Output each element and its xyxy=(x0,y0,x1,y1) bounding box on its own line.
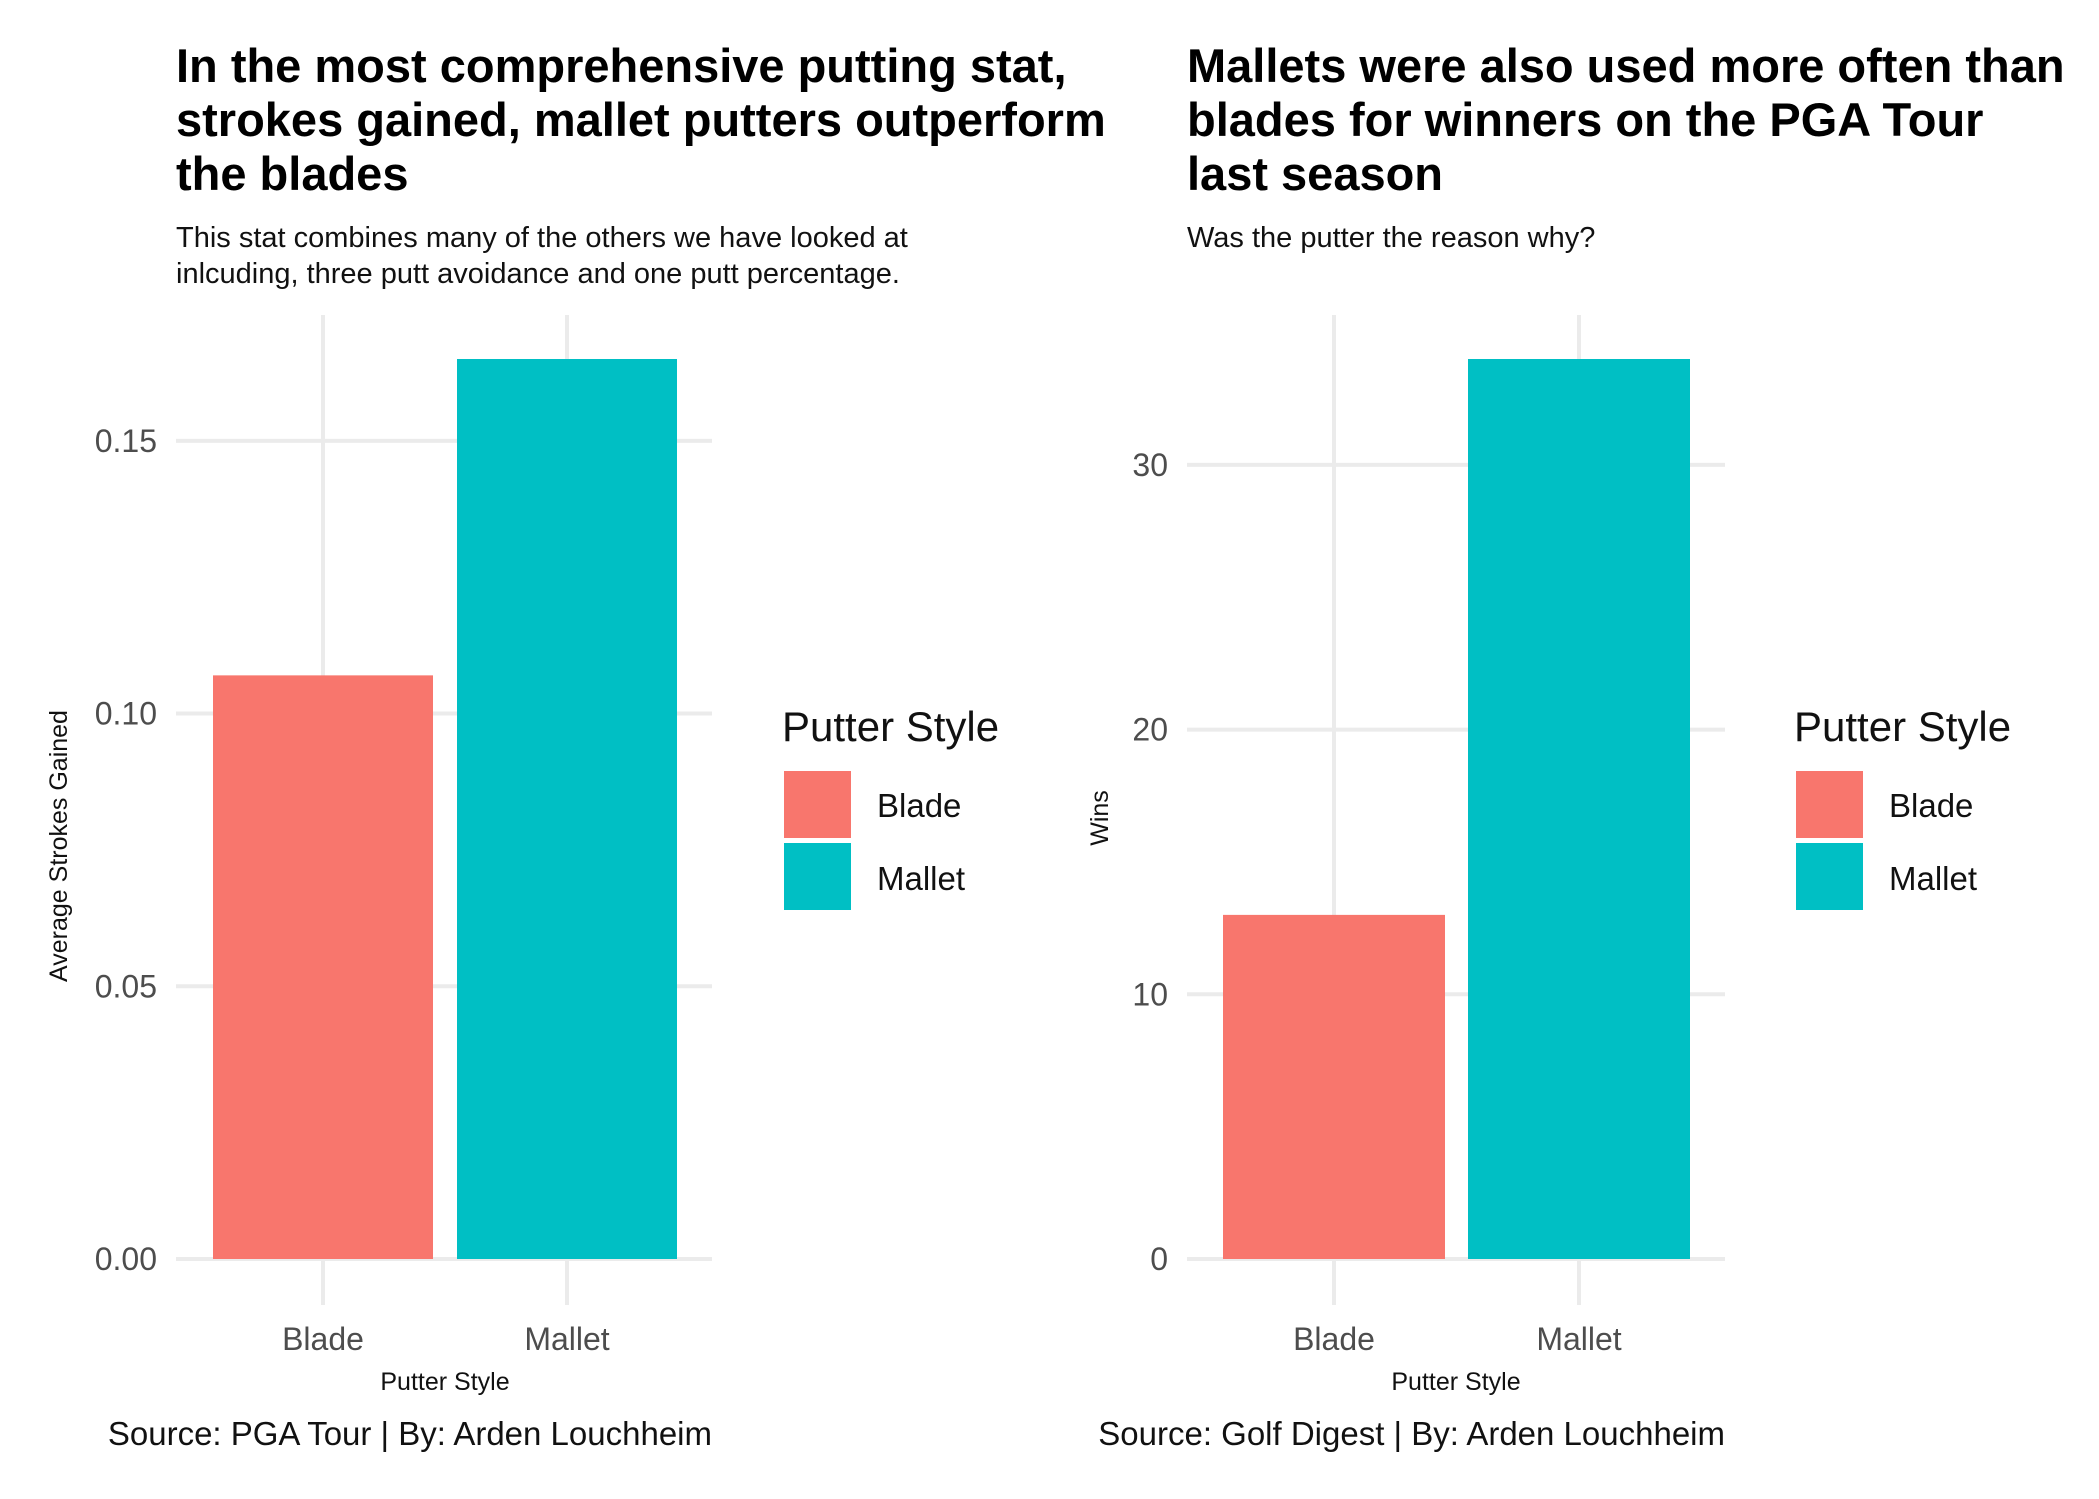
y-tick-label: 20 xyxy=(1132,712,1168,748)
y-tick-label: 0.05 xyxy=(95,968,157,1004)
panel-2-legend-title: Putter Style xyxy=(1794,703,2011,750)
panel-2-y-tick-labels: 0 10 20 30 xyxy=(1132,447,1168,1277)
panel-1-x-axis-label: Putter Style xyxy=(380,1368,509,1396)
panel-2-legend: Putter Style Blade Mallet xyxy=(1794,703,2011,910)
panel-1-y-axis-label: Average Strokes Gained xyxy=(45,710,73,982)
bar-mallet xyxy=(457,359,677,1259)
panel-1-subtitle-line-2: inlcuding, three putt avoidance and one … xyxy=(176,258,900,290)
panel-2-subtitle-line-1: Was the putter the reason why? xyxy=(1187,222,1595,254)
y-tick-label: 0.15 xyxy=(95,423,157,459)
panel-2-legend-label-blade: Blade xyxy=(1889,787,1973,824)
y-tick-label: 30 xyxy=(1132,447,1168,483)
panel-1-legend: Putter Style Blade Mallet xyxy=(782,703,999,910)
panel-2-x-axis-label: Putter Style xyxy=(1391,1368,1520,1396)
x-tick-label-mallet: Mallet xyxy=(524,1321,609,1357)
panel-1-title-line-1: In the most comprehensive putting stat, xyxy=(176,39,1067,92)
panel-1-legend-title: Putter Style xyxy=(782,703,999,750)
chart-panel-strokes-gained: In the most comprehensive putting stat, … xyxy=(45,39,1106,1452)
y-tick-label: 0 xyxy=(1150,1241,1168,1277)
y-tick-label: 0.10 xyxy=(95,696,157,732)
panel-1-x-tick-labels: Blade Mallet xyxy=(282,1321,610,1357)
panel-2-subtitle: Was the putter the reason why? xyxy=(1187,222,1595,254)
panel-1-subtitle-line-1: This stat combines many of the others we… xyxy=(176,222,908,254)
panel-1-title-line-2: strokes gained, mallet putters outperfor… xyxy=(176,93,1106,146)
bar-mallet xyxy=(1468,359,1690,1259)
panel-2-y-axis-label: Wins xyxy=(1086,790,1114,846)
panel-1-subtitle: This stat combines many of the others we… xyxy=(176,222,908,290)
panel-1-legend-label-mallet: Mallet xyxy=(877,860,965,897)
panel-2-legend-swatch-mallet xyxy=(1796,843,1863,910)
panel-2-title-line-3: last season xyxy=(1187,147,1443,200)
panel-1-title: In the most comprehensive putting stat, … xyxy=(176,39,1106,200)
panel-2-caption: Source: Golf Digest | By: Arden Louchhei… xyxy=(1098,1415,1725,1452)
panel-1-legend-label-blade: Blade xyxy=(877,787,961,824)
panel-1-legend-swatch-mallet xyxy=(784,843,851,910)
panel-2-title: Mallets were also used more often than b… xyxy=(1187,39,2065,200)
x-tick-label-blade: Blade xyxy=(1293,1321,1375,1357)
x-tick-label-blade: Blade xyxy=(282,1321,364,1357)
panel-2-bars xyxy=(1223,359,1690,1259)
panel-2-x-tick-labels: Blade Mallet xyxy=(1293,1321,1622,1357)
panel-2-legend-label-mallet: Mallet xyxy=(1889,860,1977,897)
chart-panel-wins: Mallets were also used more often than b… xyxy=(1086,39,2065,1452)
panel-1-legend-swatch-blade xyxy=(784,771,851,838)
y-tick-label: 0.00 xyxy=(95,1241,157,1277)
panel-2-title-line-2: blades for winners on the PGA Tour xyxy=(1187,93,1983,146)
y-tick-label: 10 xyxy=(1132,976,1168,1012)
x-tick-label-mallet: Mallet xyxy=(1536,1321,1621,1357)
panel-1-y-tick-labels: 0.00 0.05 0.10 0.15 xyxy=(95,423,157,1277)
panel-1-bars xyxy=(213,359,677,1259)
panel-2-legend-swatch-blade xyxy=(1796,771,1863,838)
panel-1-title-line-3: the blades xyxy=(176,147,408,200)
panel-1-caption: Source: PGA Tour | By: Arden Louchheim xyxy=(108,1415,712,1452)
bar-blade xyxy=(1223,914,1445,1259)
bar-blade xyxy=(213,675,433,1259)
panel-2-title-line-1: Mallets were also used more often than xyxy=(1187,39,2065,92)
